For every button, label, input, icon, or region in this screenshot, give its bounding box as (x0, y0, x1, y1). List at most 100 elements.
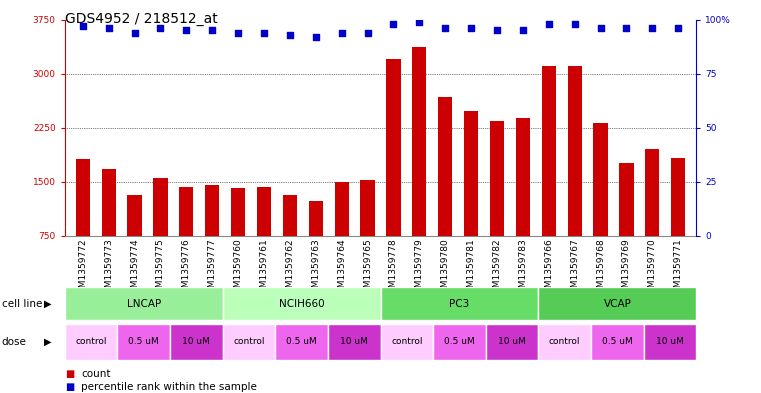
Bar (361, 180, 374, 290)
Text: GSM1359771: GSM1359771 (673, 238, 683, 299)
Point (594, 25, 607, 31)
Text: 0.5 uM: 0.5 uM (444, 338, 475, 346)
Bar (644, 324, 696, 360)
Bar (117, 324, 170, 360)
Point (491, 27, 503, 33)
Text: GSM1359777: GSM1359777 (208, 238, 217, 299)
Point (310, 34, 322, 40)
Text: GSM1359765: GSM1359765 (363, 238, 372, 299)
Bar (275, 324, 328, 360)
Bar (283, 195, 297, 290)
Point (413, 18, 425, 25)
Bar (257, 187, 271, 290)
Bar (328, 324, 380, 360)
Bar (591, 324, 644, 360)
Point (284, 32, 296, 38)
Bar (309, 201, 323, 290)
Bar (542, 66, 556, 290)
Point (129, 29, 141, 36)
Text: GSM1359779: GSM1359779 (415, 238, 424, 299)
Text: GSM1359764: GSM1359764 (337, 238, 346, 299)
Bar (223, 324, 275, 360)
Point (206, 27, 218, 33)
Text: GSM1359767: GSM1359767 (570, 238, 579, 299)
Text: GSM1359780: GSM1359780 (441, 238, 450, 299)
Point (672, 25, 684, 31)
Point (154, 25, 167, 31)
Text: 10 uM: 10 uM (656, 338, 684, 346)
Text: GSM1359776: GSM1359776 (182, 238, 191, 299)
Text: control: control (75, 338, 107, 346)
Bar (101, 169, 116, 290)
Text: GSM1359778: GSM1359778 (389, 238, 398, 299)
Point (232, 29, 244, 36)
Point (517, 27, 529, 33)
Point (568, 21, 581, 27)
Bar (65, 324, 117, 360)
Point (543, 21, 555, 27)
Bar (380, 287, 539, 320)
Text: control: control (391, 338, 422, 346)
Point (103, 25, 115, 31)
Text: GSM1359774: GSM1359774 (130, 238, 139, 299)
Bar (180, 187, 193, 290)
Text: 0.5 uM: 0.5 uM (602, 338, 632, 346)
Text: 10 uM: 10 uM (340, 338, 368, 346)
Text: control: control (549, 338, 581, 346)
Text: NCIH660: NCIH660 (279, 299, 324, 309)
Text: cell line: cell line (2, 299, 42, 309)
Text: GSM1359775: GSM1359775 (156, 238, 165, 299)
Text: GSM1359761: GSM1359761 (260, 238, 269, 299)
Point (77, 23, 89, 29)
Text: GSM1359760: GSM1359760 (234, 238, 243, 299)
Bar (231, 188, 245, 290)
Bar (154, 178, 167, 290)
Text: GSM1359762: GSM1359762 (285, 238, 295, 299)
Text: GSM1359769: GSM1359769 (622, 238, 631, 299)
Text: count: count (81, 369, 111, 379)
Text: VCAP: VCAP (603, 299, 632, 309)
Text: GSM1359766: GSM1359766 (544, 238, 553, 299)
Text: ■: ■ (65, 382, 74, 392)
Point (646, 25, 658, 31)
Text: ▶: ▶ (44, 337, 52, 347)
Text: PC3: PC3 (449, 299, 470, 309)
Bar (205, 185, 219, 290)
Text: 0.5 uM: 0.5 uM (129, 338, 159, 346)
Bar (223, 287, 380, 320)
Bar (335, 182, 349, 290)
Point (465, 25, 477, 31)
Text: LNCAP: LNCAP (126, 299, 161, 309)
Bar (170, 324, 223, 360)
Bar (619, 163, 634, 290)
Bar (127, 195, 142, 290)
Text: dose: dose (2, 337, 27, 347)
Bar (412, 47, 426, 290)
Bar (75, 159, 90, 290)
Bar (433, 324, 486, 360)
Text: GSM1359763: GSM1359763 (311, 238, 320, 299)
Text: ■: ■ (65, 369, 74, 379)
Bar (645, 149, 660, 290)
Point (258, 29, 270, 36)
Text: 10 uM: 10 uM (498, 338, 526, 346)
Text: 0.5 uM: 0.5 uM (286, 338, 317, 346)
Bar (539, 287, 696, 320)
Point (336, 29, 348, 36)
Text: GSM1359772: GSM1359772 (78, 238, 88, 299)
Text: control: control (233, 338, 265, 346)
Text: GDS4952 / 218512_at: GDS4952 / 218512_at (65, 12, 218, 26)
Text: GSM1359781: GSM1359781 (466, 238, 476, 299)
Bar (539, 324, 591, 360)
Text: ▶: ▶ (44, 299, 52, 309)
Point (180, 27, 193, 33)
Bar (387, 59, 400, 290)
Bar (380, 324, 433, 360)
Bar (594, 123, 607, 290)
Point (361, 29, 374, 36)
Point (387, 21, 400, 27)
Text: GSM1359782: GSM1359782 (492, 238, 501, 299)
Text: GSM1359783: GSM1359783 (518, 238, 527, 299)
Bar (438, 97, 452, 290)
Bar (65, 287, 223, 320)
